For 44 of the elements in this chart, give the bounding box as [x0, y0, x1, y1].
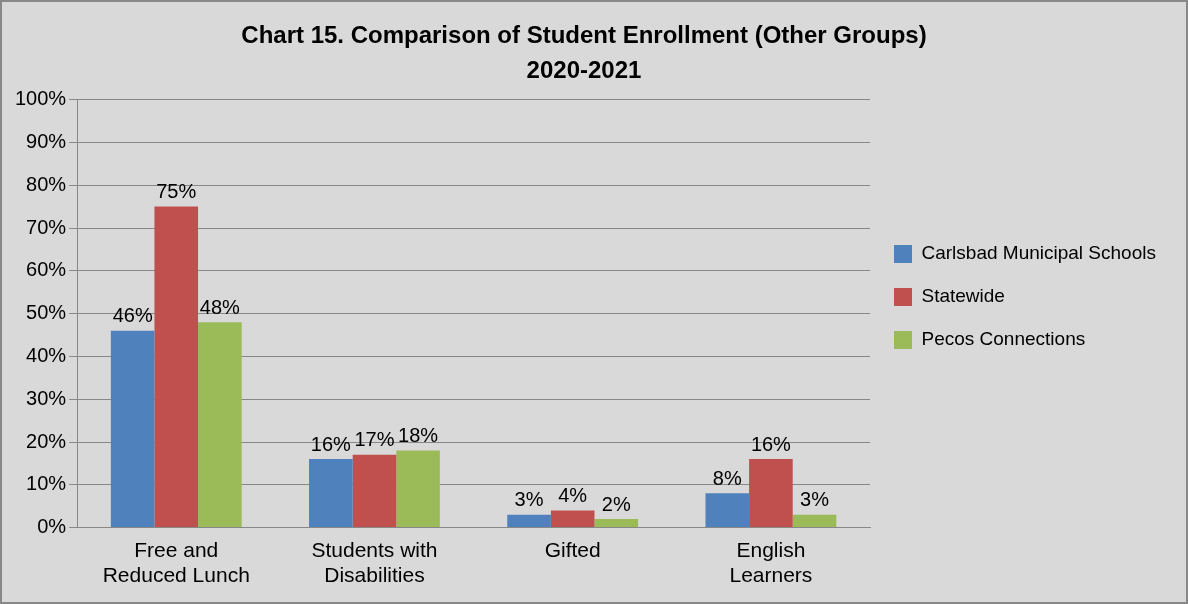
- data-label: 18%: [398, 424, 439, 447]
- data-label: 3%: [800, 488, 830, 511]
- y-tick-label: 40%: [26, 343, 67, 366]
- bar: [550, 510, 595, 528]
- bar: [792, 514, 837, 528]
- data-label: 8%: [712, 466, 742, 489]
- y-tick-label: 100%: [15, 87, 67, 110]
- data-label: 4%: [558, 484, 588, 506]
- bar: [507, 514, 551, 528]
- data-label: 17%: [354, 428, 395, 451]
- y-tick-label: 20%: [26, 429, 67, 452]
- y-tick-label: 50%: [26, 301, 67, 324]
- x-tick-label: Students with Disabilities: [311, 538, 438, 587]
- y-tick-label: 0%: [37, 515, 67, 538]
- y-tick-label: 30%: [26, 386, 67, 409]
- data-label: 48%: [199, 295, 241, 318]
- y-tick-label: 60%: [26, 258, 67, 281]
- chart-title: Chart 15. Comparison of Student Enrollment (Other Groups): [241, 21, 927, 49]
- bar: [154, 206, 199, 528]
- data-label: 16%: [750, 432, 792, 455]
- data-label: 3%: [514, 488, 544, 511]
- data-label: 16%: [310, 432, 352, 455]
- y-tick-label: 90%: [26, 129, 67, 152]
- data-label: 46%: [112, 304, 153, 327]
- bar: [110, 330, 155, 528]
- y-tick-label: 80%: [26, 172, 67, 195]
- x-tick-label: Gifted: [544, 538, 601, 561]
- bar: [749, 459, 793, 528]
- bar: [198, 322, 242, 528]
- legend-label: Pecos Connections: [921, 328, 1086, 350]
- chart-subtitle: 2020-2021: [526, 55, 642, 83]
- y-tick-label: 70%: [26, 215, 67, 238]
- data-label: 2%: [601, 492, 631, 515]
- x-tick-label: English Learners: [729, 538, 813, 587]
- bar: [396, 450, 440, 528]
- bar: [309, 459, 353, 528]
- bar: [594, 519, 639, 528]
- data-label: 75%: [156, 180, 197, 203]
- legend-label: Carlsbad Municipal Schools: [921, 242, 1156, 264]
- bar: [352, 454, 397, 528]
- y-tick-label: 10%: [26, 472, 67, 495]
- legend-label: Statewide: [921, 285, 1005, 307]
- x-tick-label: Free and Reduced Lunch: [102, 538, 250, 587]
- bar: [705, 493, 750, 528]
